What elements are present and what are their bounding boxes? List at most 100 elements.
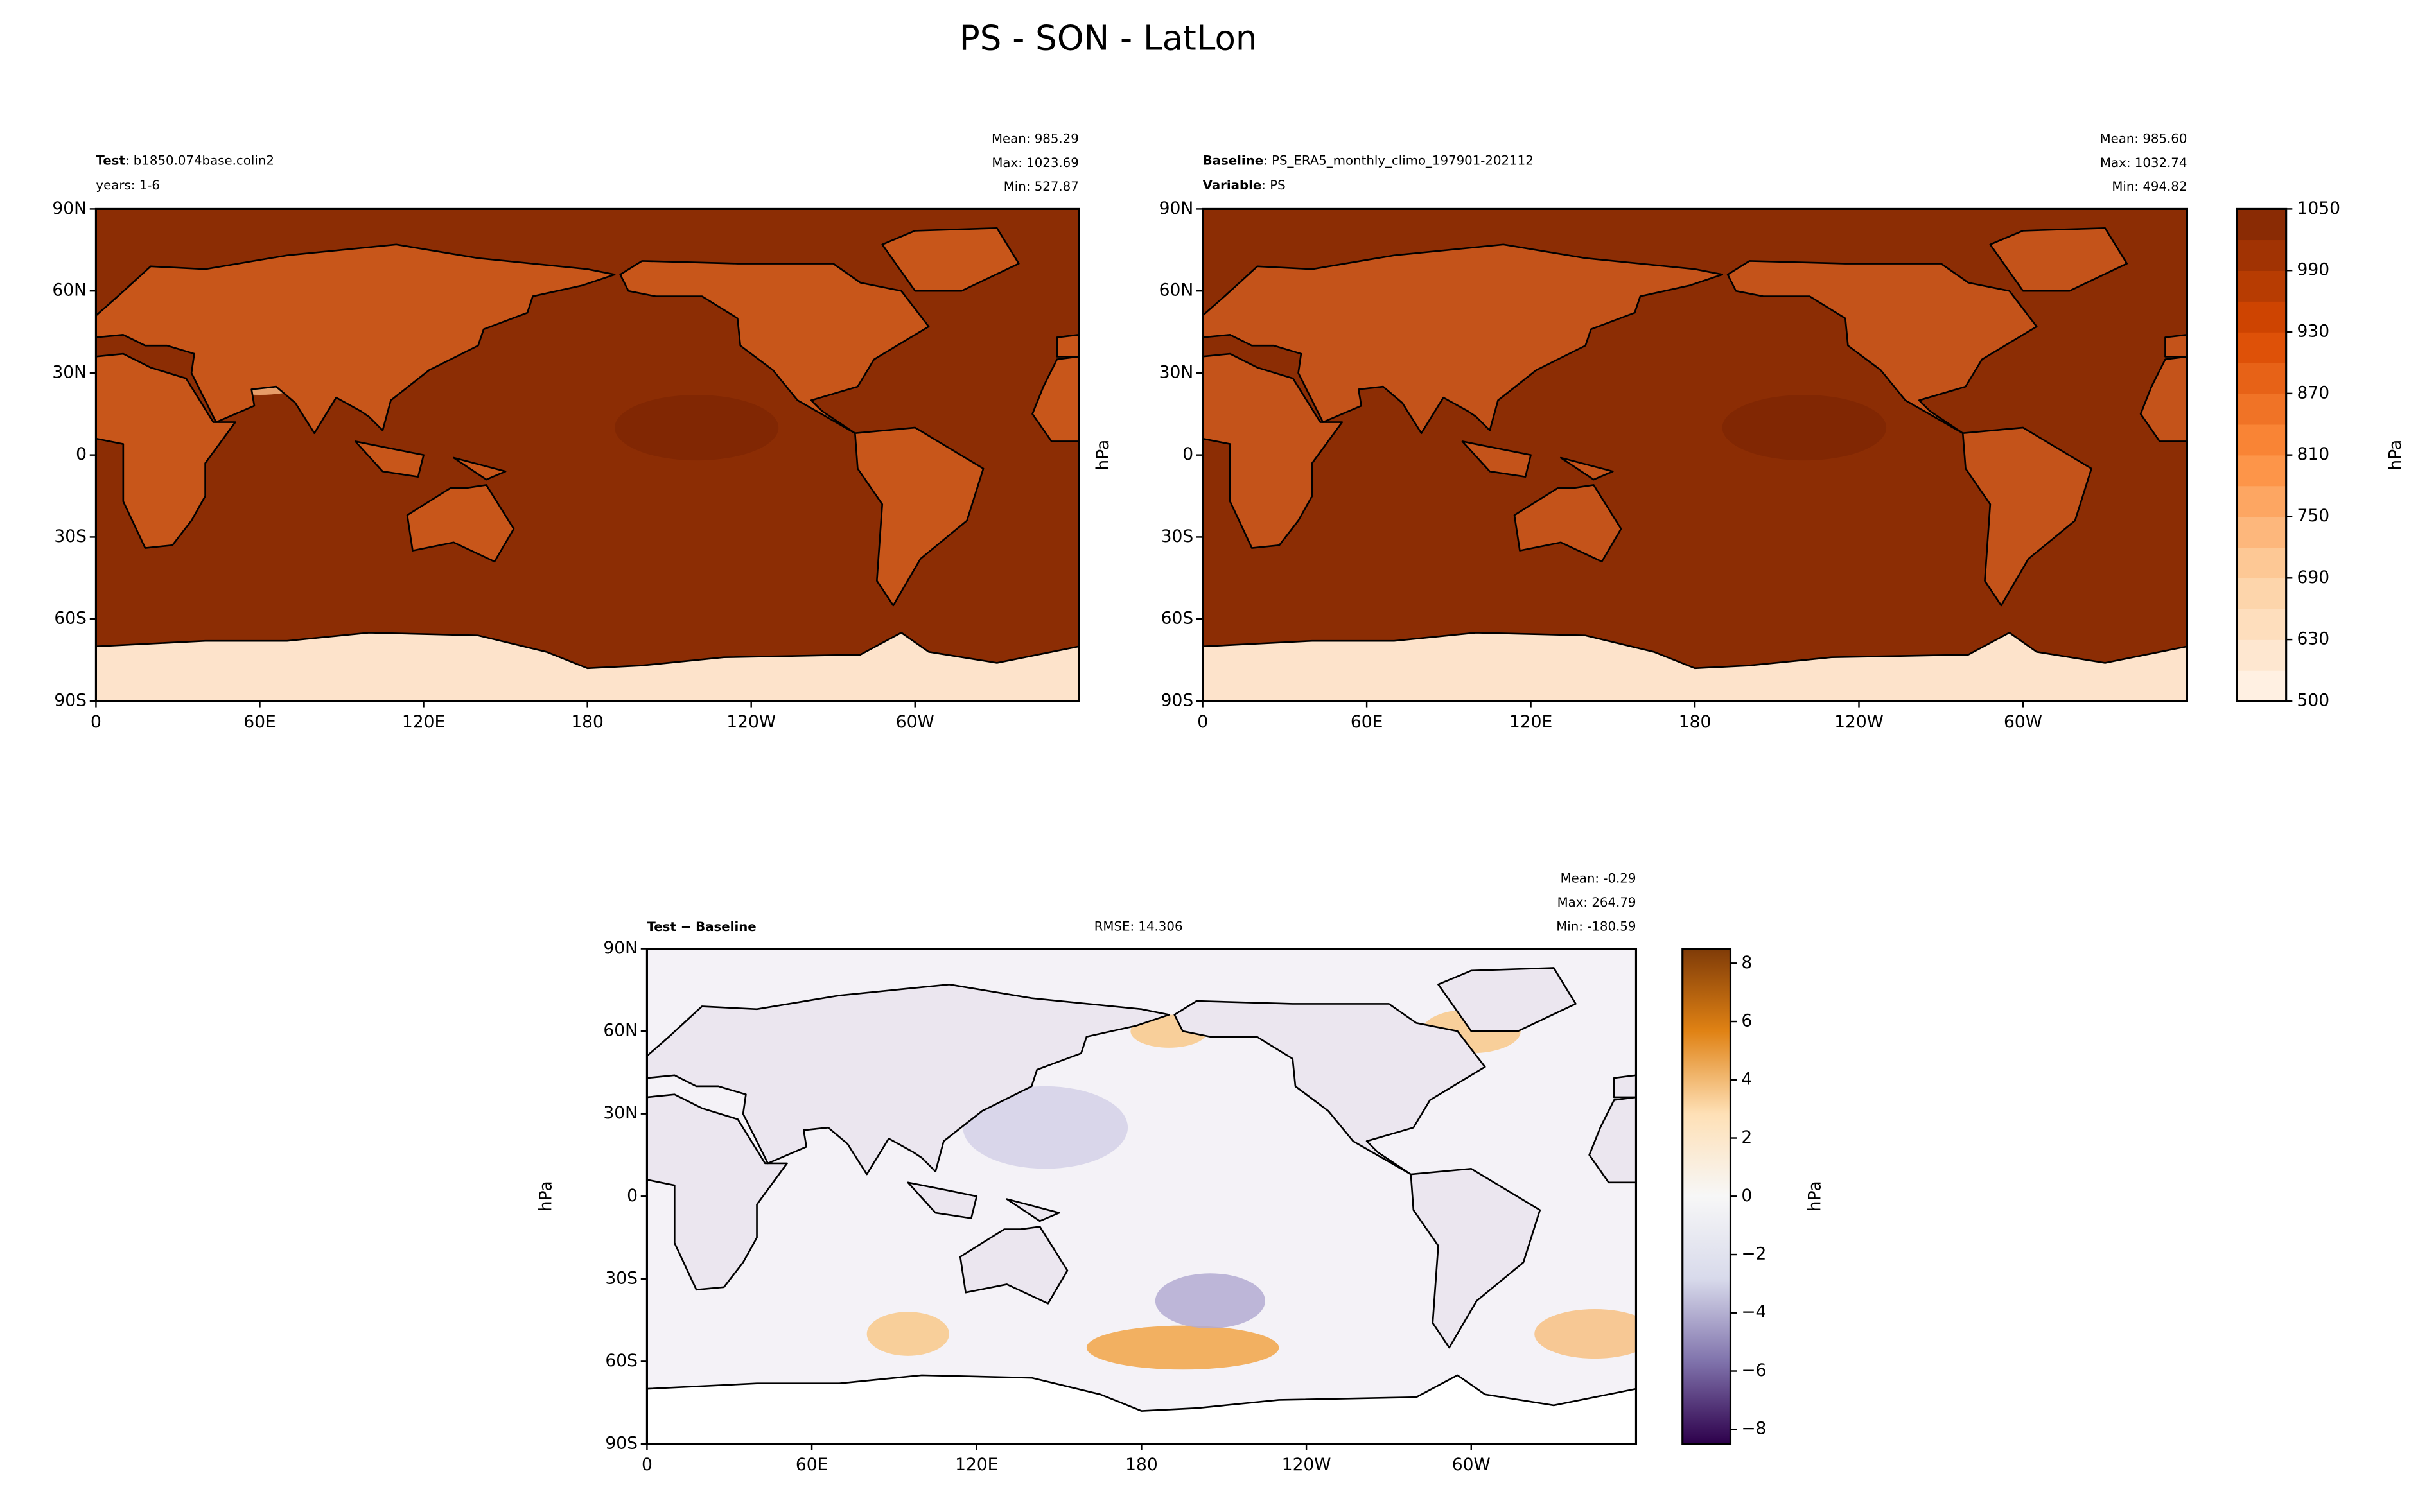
land: [1989, 227, 2128, 292]
stat: Min: 527.87: [1004, 179, 1079, 194]
panel-label-text: : PS_ERA5_monthly_climo_197901-202112: [1263, 153, 1534, 168]
panel-label-text: : PS: [1261, 178, 1285, 193]
land: [1513, 484, 1622, 563]
land: [1056, 334, 1079, 358]
x-tick-label: 60W: [896, 712, 934, 732]
colorbar-segment: [2236, 362, 2286, 394]
land: [355, 440, 425, 478]
colorbar-tick-label: −2: [1741, 1244, 1766, 1264]
panel-label-bold: Variable: [1203, 178, 1262, 193]
land: [1202, 243, 1724, 435]
colorbar-segment: [2236, 639, 2286, 671]
panel-label: years: 1-6: [96, 178, 160, 193]
colorbar-tick-label: 2: [1741, 1127, 1752, 1147]
x-tick-label: 120W: [1834, 712, 1884, 732]
field-blob: [1722, 394, 1887, 461]
land: [453, 456, 507, 481]
field-blob: [1086, 1325, 1279, 1370]
land: [647, 1093, 788, 1291]
figure-title: PS - SON - LatLon: [959, 18, 1257, 58]
x-tick-label: 60W: [1452, 1455, 1491, 1475]
land: [1410, 1168, 1541, 1349]
stat: Mean: -0.29: [1561, 871, 1636, 886]
stat: Min: -180.59: [1556, 919, 1636, 934]
y-tick-label: 30S: [605, 1268, 638, 1288]
stat: Max: 264.79: [1557, 895, 1636, 910]
colorbar-tick-label: 630: [2297, 629, 2330, 649]
land: [1961, 426, 2092, 607]
y-tick-label: 60N: [52, 281, 87, 300]
x-tick-label: 120E: [955, 1455, 998, 1475]
map: [96, 209, 1079, 701]
colorbar-segment: [2236, 301, 2286, 333]
field-blob: [1534, 1308, 1636, 1359]
panel-label: Baseline: PS_ERA5_monthly_climo_197901-2…: [1203, 153, 1534, 168]
colorbar-tick-label: −4: [1741, 1302, 1766, 1322]
colorbar-label: hPa: [2385, 440, 2405, 471]
y-axis-label: hPa: [536, 1181, 556, 1212]
y-axis-label: hPa: [1093, 440, 1113, 471]
land: [1588, 1096, 1636, 1184]
stat: Max: 1023.69: [992, 155, 1078, 170]
x-tick-label: 60E: [243, 712, 276, 732]
land: [1726, 260, 2038, 435]
land: [1559, 456, 1614, 481]
colorbar: [1682, 948, 1731, 1444]
stat: Mean: 985.60: [2100, 131, 2187, 146]
y-tick-label: 90S: [54, 690, 87, 710]
panel-label-bold: Test: [96, 153, 125, 168]
y-tick-label: 0: [1182, 444, 1193, 464]
land: [647, 983, 1170, 1176]
x-tick-label: 0: [642, 1455, 653, 1475]
colorbar-tick-label: 810: [2297, 444, 2330, 464]
x-tick-label: 120E: [402, 712, 445, 732]
x-tick-label: 60W: [2004, 712, 2042, 732]
land: [1613, 1074, 1636, 1099]
y-tick-label: 30S: [1161, 526, 1194, 546]
panel-label-bold: Baseline: [1203, 153, 1264, 168]
field-blob: [1155, 1273, 1265, 1328]
colorbar-tick-label: 990: [2297, 260, 2330, 280]
colorbar-tick-label: 750: [2297, 506, 2330, 526]
y-tick-label: 60S: [605, 1351, 638, 1371]
y-tick-label: 90N: [603, 938, 638, 958]
x-tick-label: 60E: [1351, 712, 1383, 732]
y-tick-label: 0: [76, 444, 87, 464]
y-tick-label: 60S: [54, 609, 87, 629]
x-tick-label: 120W: [1282, 1455, 1331, 1475]
y-tick-label: 60N: [1159, 281, 1194, 300]
y-tick-label: 60N: [603, 1021, 638, 1041]
colorbar-segment: [2236, 332, 2286, 363]
y-tick-label: 30N: [603, 1103, 638, 1123]
colorbar-label: hPa: [1805, 1181, 1825, 1212]
x-tick-label: 0: [91, 712, 101, 732]
panel-label: Test: b1850.074base.colin2: [96, 153, 274, 168]
colorbar-segment: [2236, 270, 2286, 302]
colorbar-segment: [2236, 516, 2286, 548]
colorbar-segment: [2236, 547, 2286, 579]
land: [1006, 1198, 1060, 1222]
land: [619, 260, 930, 435]
land: [854, 426, 985, 607]
y-tick-label: 60S: [1161, 609, 1194, 629]
land: [96, 243, 616, 435]
antarctica: [96, 632, 1079, 701]
antarctica: [1202, 632, 2187, 701]
colorbar-tick-label: 1050: [2297, 198, 2340, 218]
y-tick-label: 30N: [1159, 362, 1194, 382]
panel-label-text: years: 1-6: [96, 178, 160, 193]
y-tick-label: 90S: [1161, 690, 1194, 710]
y-tick-label: 90N: [52, 198, 87, 218]
colorbar-tick-label: −6: [1741, 1360, 1766, 1380]
y-tick-label: 0: [627, 1186, 638, 1206]
colorbar-tick-label: 690: [2297, 568, 2330, 587]
stat: Min: 494.82: [2112, 179, 2187, 194]
colorbar-tick-label: 500: [2297, 690, 2330, 710]
y-tick-label: 30S: [54, 526, 87, 546]
rmse: RMSE: 14.306: [1094, 919, 1183, 934]
land: [907, 1181, 978, 1219]
field-blob: [615, 394, 779, 461]
panel-label: Variable: PS: [1203, 178, 1286, 193]
colorbar-tick-label: 4: [1741, 1069, 1752, 1089]
